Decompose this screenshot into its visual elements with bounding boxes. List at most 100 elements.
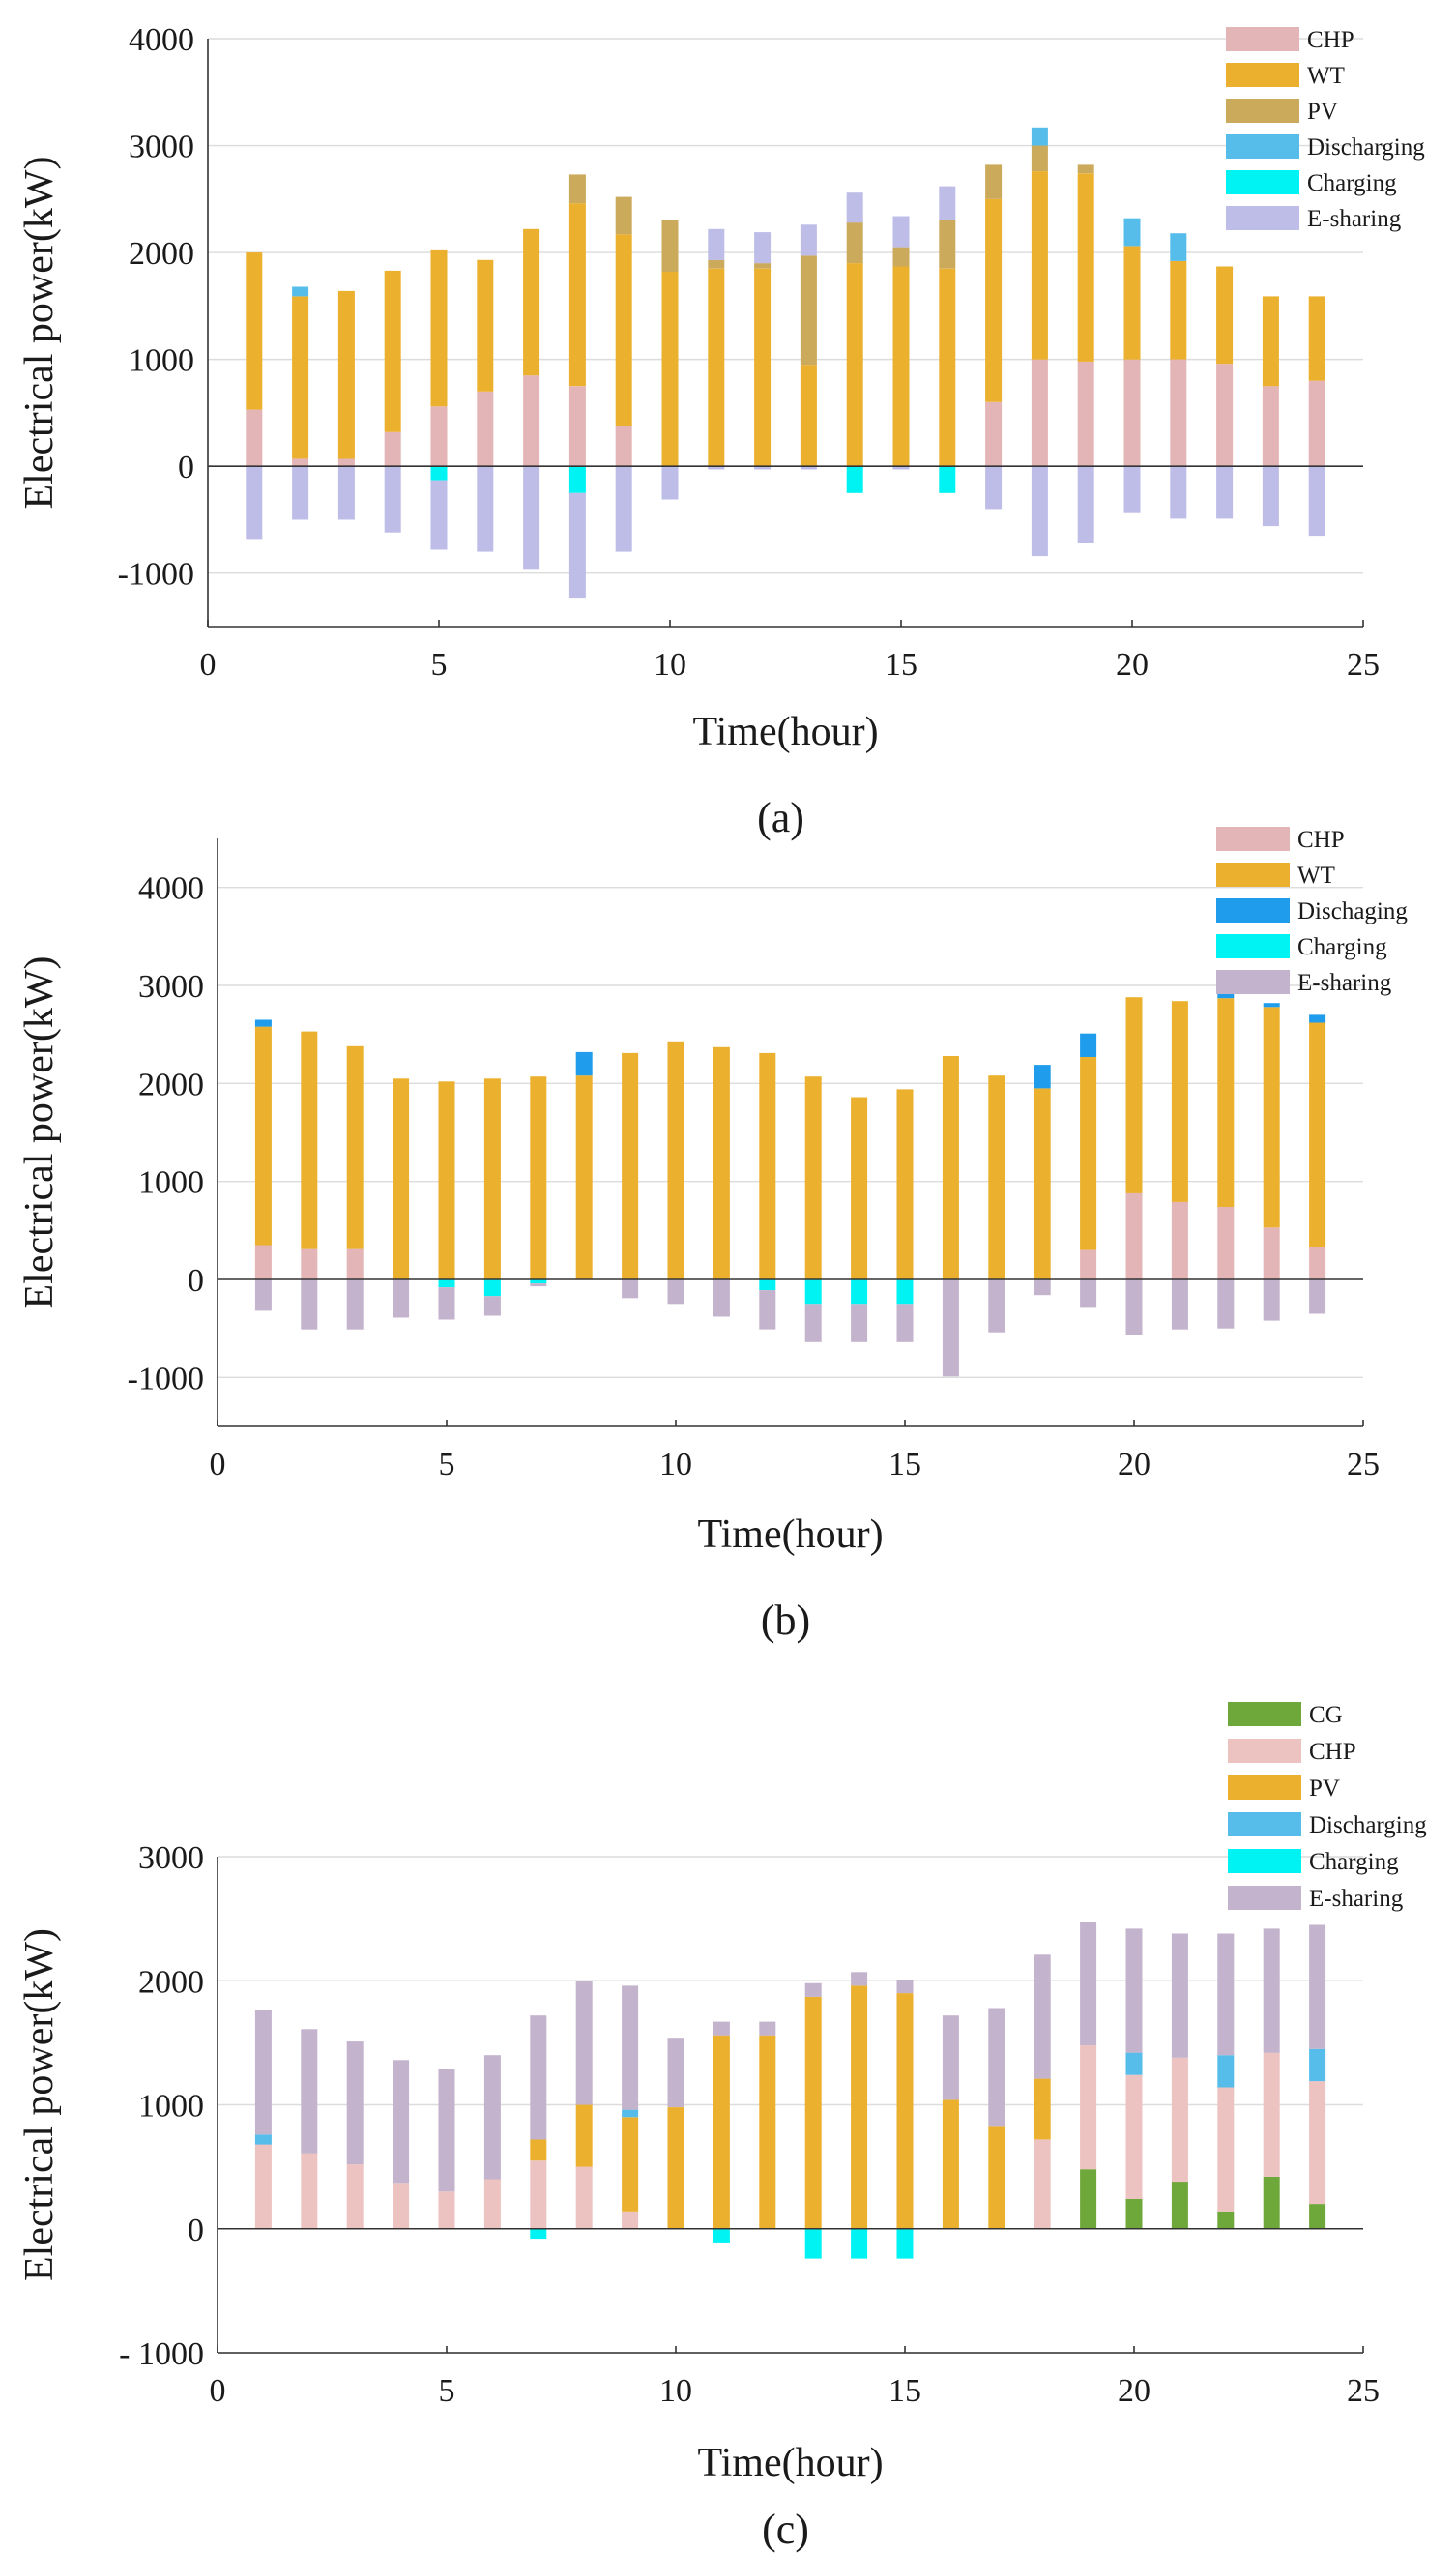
chart-a-bar-e-sharing-neg-h13: [800, 466, 817, 470]
chart-a-bar-e-sharing-neg-h15: [892, 466, 910, 470]
chart-a-bar-e-sharing-h12: [754, 232, 772, 264]
chart-b-bar-wt-h6: [483, 1078, 501, 1279]
chart-c-bar-pv-h18: [1034, 2078, 1051, 2140]
chart-b-bar-e-sharing-neg-h18: [1034, 1279, 1051, 1296]
chart-a-bar-pv-h13: [800, 255, 817, 366]
chart-b-bar-e-sharing-neg-h6: [483, 1296, 501, 1316]
chart-b-legend-label-charging: Charging: [1297, 934, 1387, 960]
chart-b-bar-dischaging-h19: [1080, 1033, 1097, 1057]
chart-c-bar-pv-h9: [622, 2117, 639, 2212]
chart-c-bar-e-sharing-h10: [667, 2038, 684, 2107]
chart-b-bar-wt-h15: [896, 1089, 914, 1279]
chart-c-bar-discharging-h1: [254, 2134, 272, 2145]
chart-a-bar-wt-h1: [246, 252, 263, 410]
chart-a-bar-wt-h9: [615, 234, 632, 426]
chart-c-bar-chp-h18: [1034, 2139, 1051, 2229]
chart-a-bar-wt-h17: [985, 198, 1003, 402]
chart-a-legend-swatch-wt: [1226, 63, 1299, 87]
chart-c-legend-label-e-sharing: E-sharing: [1309, 1886, 1404, 1912]
chart-b-bar-chp-h2: [301, 1248, 318, 1279]
chart-c-bar-pv-h16: [942, 2099, 959, 2229]
chart-c-bar-discharging-h9: [622, 2109, 639, 2118]
chart-b-ytick-label: 3000: [138, 969, 204, 1005]
chart-a-bar-chp-h24: [1308, 380, 1325, 467]
chart-c-bar-e-sharing-h8: [575, 1981, 593, 2105]
chart-b-bar-wt-h7: [530, 1076, 547, 1279]
chart-a-ytick-label: 1000: [129, 343, 194, 379]
chart-a-bar-chp-h6: [477, 391, 494, 467]
chart-b-bar-wt-h12: [759, 1052, 776, 1279]
chart-b-bar-wt-h3: [346, 1045, 364, 1249]
chart-a-bar-chp-h1: [246, 409, 263, 467]
chart-c-bar-pv-h12: [759, 2035, 776, 2229]
chart-c-bar-e-sharing-h12: [759, 2021, 776, 2036]
chart-b-xtick-label: 25: [1347, 1447, 1380, 1482]
chart-b-bar-dischaging-h22: [1217, 992, 1235, 999]
chart-c-bar-cg-h21: [1171, 2182, 1188, 2229]
chart-a-bar-pv-h14: [846, 222, 863, 264]
chart-a-xtick-label: 15: [885, 647, 917, 683]
chart-a-bar-charging-neg-h5: [430, 466, 448, 481]
chart-a-bar-wt-h2: [292, 296, 309, 459]
chart-b-bar-wt-h10: [667, 1041, 684, 1279]
chart-c-legend-label-chp: CHP: [1309, 1739, 1356, 1765]
chart-a-bar-e-sharing-neg-h8: [568, 492, 586, 599]
chart-b-bar-wt-h4: [393, 1078, 410, 1279]
chart-c-bar-charging-neg-h15: [896, 2228, 914, 2259]
chart-a-legend-label-chp: CHP: [1307, 27, 1354, 53]
chart-a-xtick-label: 0: [200, 647, 217, 683]
chart-c-bar-pv-h15: [896, 1993, 914, 2229]
chart-b-xlabel: Time(hour): [697, 1512, 883, 1557]
chart-b-bar-e-sharing-neg-h23: [1263, 1279, 1280, 1321]
chart-a-bar-wt-h13: [800, 365, 817, 467]
chart-a-bar-e-sharing-neg-h24: [1308, 466, 1325, 537]
chart-a-bar-wt-h6: [477, 259, 494, 392]
chart-a-bar-e-sharing-neg-h17: [985, 466, 1003, 510]
chart-c-bar-pv-h13: [804, 1996, 822, 2229]
chart-a-bar-wt-h12: [754, 268, 772, 467]
chart-a-bar-e-sharing-neg-h7: [523, 466, 540, 570]
chart-b-bar-wt-h21: [1171, 1001, 1188, 1202]
chart-c-legend-swatch-chp: [1228, 1739, 1301, 1763]
chart-c-bar-pv-h11: [713, 2035, 730, 2229]
chart-a-bar-wt-h23: [1262, 296, 1279, 387]
chart-a-bar-e-sharing-neg-h3: [337, 466, 355, 520]
chart-a-bar-chp-h4: [384, 431, 401, 467]
chart-a-bar-wt-h21: [1170, 260, 1187, 360]
chart-a-bar-chp-h7: [523, 375, 540, 467]
chart-a-bar-e-sharing-neg-h23: [1262, 466, 1279, 527]
chart-a-bar-e-sharing-neg-h2: [292, 466, 309, 520]
chart-b-bar-wt-h14: [851, 1097, 868, 1279]
chart-b-bar-charging-neg-h14: [851, 1279, 868, 1305]
chart-b-legend-swatch-wt: [1216, 863, 1290, 887]
chart-a-bar-wt-h10: [661, 272, 679, 467]
chart-c-bar-e-sharing-h16: [942, 2015, 959, 2100]
chart-b-bar-e-sharing-neg-h20: [1125, 1279, 1143, 1335]
chart-c-legend-label-discharging: Discharging: [1309, 1812, 1427, 1838]
chart-b-bar-charging-neg-h13: [804, 1279, 822, 1305]
chart-b-bar-chp-h21: [1171, 1201, 1188, 1279]
chart-a-bar-e-sharing-h13: [800, 224, 817, 256]
chart-a-legend-label-pv: PV: [1307, 99, 1338, 125]
chart-c-xtick-label: 25: [1347, 2373, 1380, 2409]
chart-c-bar-chp-h19: [1080, 2044, 1097, 2170]
chart-b-legend-swatch-chp: [1216, 827, 1290, 851]
chart-c-bar-pv-h14: [851, 1985, 868, 2229]
chart-c-ytick-label: 2000: [138, 1964, 204, 2000]
chart-b-ylabel: Electrical power(kW): [17, 956, 62, 1309]
chart-a-bar-e-sharing-neg-h18: [1031, 466, 1048, 557]
chart-a-bar-wt-h18: [1031, 171, 1048, 360]
chart-b-legend-swatch-dischaging: [1216, 898, 1290, 923]
chart-c-ylabel: Electrical power(kW): [17, 1928, 62, 2281]
chart-c-bar-discharging-h20: [1125, 2052, 1143, 2075]
chart-b-xtick-label: 10: [659, 1447, 692, 1482]
chart-a-bar-discharging-h20: [1123, 218, 1141, 247]
chart-c-bar-chp-h22: [1217, 2087, 1235, 2212]
chart-a-bar-e-sharing-neg-h22: [1216, 466, 1234, 519]
chart-b-bar-dischaging-h18: [1034, 1065, 1051, 1089]
chart-a-bar-wt-h15: [892, 266, 910, 467]
chart-c-legend: CG CHP PV Discharging Charging E-sharing: [1228, 1702, 1427, 1912]
chart-b-legend-swatch-e-sharing: [1216, 970, 1290, 994]
chart-c-legend-swatch-e-sharing: [1228, 1886, 1301, 1910]
chart-b: -1000 0 1000 2000 3000 4000 0 5 10 15 20 25 Time(hou…: [17, 827, 1408, 1644]
